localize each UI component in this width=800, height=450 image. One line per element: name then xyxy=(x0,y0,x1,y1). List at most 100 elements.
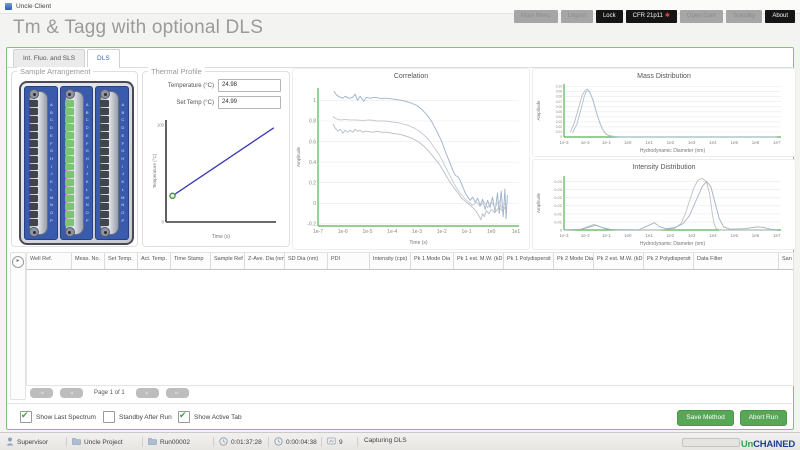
app-icon xyxy=(5,3,12,10)
well xyxy=(100,123,110,131)
well xyxy=(100,203,110,211)
tab-int-fluo-and-sls[interactable]: Int. Fluo. and SLS xyxy=(13,49,86,67)
column-header-set-temp[interactable]: Set Temp. xyxy=(104,253,137,269)
well xyxy=(29,187,38,195)
svg-text:1e-5: 1e-5 xyxy=(362,229,372,235)
well xyxy=(100,211,110,219)
status-item-supervisor: Supervisor xyxy=(6,437,48,448)
column-header-intensity-cps[interactable]: Intensity (cps) xyxy=(369,253,410,269)
column-header-san[interactable]: San xyxy=(778,253,793,269)
svg-text:1e5: 1e5 xyxy=(730,233,738,238)
header-button-cfr-21p11[interactable]: CFR 21p11 ✱ xyxy=(625,10,677,23)
svg-text:1e1: 1e1 xyxy=(645,140,653,145)
next-page-button[interactable]: ▶ xyxy=(135,388,159,398)
checkbox-group-show-last-spectrum: ✔ Show Last Spectrum xyxy=(20,410,96,423)
status-item-run00002: Run00002 xyxy=(148,437,190,447)
last-page-button[interactable]: ▶| xyxy=(165,388,189,398)
checkbox-label: Show Last Spectrum xyxy=(36,413,96,421)
column-header-meas-no[interactable]: Meas. No. xyxy=(71,253,104,269)
well xyxy=(64,219,74,226)
clock-icon xyxy=(274,437,283,448)
save-method-button[interactable]: Save Method xyxy=(677,410,734,426)
intensity-distribution-chart: 0.03 0.03 0.02 0.02 0.01 0.01 01e-3 1e-2 1e-1 1e0… xyxy=(536,176,781,247)
header-button-logout[interactable]: Logout xyxy=(560,10,593,23)
svg-text:1e6: 1e6 xyxy=(752,233,760,238)
svg-text:0: 0 xyxy=(313,201,316,207)
svg-text:0.03: 0.03 xyxy=(554,179,563,184)
svg-text:1e-3: 1e-3 xyxy=(559,233,569,238)
checkbox-standby-after-run[interactable] xyxy=(103,411,115,423)
header-button-about[interactable]: About xyxy=(765,10,795,23)
column-header-time-stamp[interactable]: Time Stamp xyxy=(170,253,210,269)
check-icon: ✔ xyxy=(179,410,187,420)
well xyxy=(64,171,74,179)
column-header-well-ref[interactable]: Well Ref. xyxy=(30,256,53,262)
well-column xyxy=(100,100,110,226)
svg-text:0.03: 0.03 xyxy=(556,120,562,124)
column-header-pk-2-est-m-w-kd[interactable]: Pk 2 est. M.W. (kD xyxy=(593,253,643,269)
well xyxy=(64,100,74,107)
column-header-sample-ref[interactable]: Sample Ref xyxy=(210,253,244,269)
svg-text:0.4: 0.4 xyxy=(309,160,316,166)
status-item-label: 0:00:04:38 xyxy=(286,439,317,446)
header-button-open-door[interactable]: Open Door xyxy=(679,10,724,23)
column-header-pk-2-mode-dia[interactable]: Pk 2 Mode Dia xyxy=(553,253,593,269)
set-temp-input[interactable] xyxy=(218,96,281,109)
column-header-data-filter[interactable]: Data Filter xyxy=(693,253,778,269)
tab-dls[interactable]: DLS xyxy=(87,49,120,68)
first-page-button[interactable]: |◀ xyxy=(30,388,53,398)
checkbox-show-last-spectrum[interactable]: ✔ xyxy=(20,410,32,423)
svg-text:Temperature (°C): Temperature (°C) xyxy=(152,153,157,188)
column-header-z-ave-dia-nm[interactable]: Z-Ave. Dia (nm xyxy=(244,253,284,269)
column-header-sd-dia-nm[interactable]: SD Dia (nm) xyxy=(284,253,327,269)
well xyxy=(64,115,74,123)
correlation-panel: Correlation 1 0.8 0.6 0.4 0.2 0 -0.2 1e-7 1e-6 1e… xyxy=(292,68,530,250)
column-header-pk-2-polydispersit[interactable]: Pk 2 Polydispersit xyxy=(643,253,693,269)
header-button-standby[interactable]: Standby xyxy=(726,10,763,23)
svg-text:1e-2: 1e-2 xyxy=(581,233,591,238)
svg-text:0.8: 0.8 xyxy=(309,119,316,125)
bottom-controls: ✔ Show Last Spectrum Standby After Run ✔ Sho… xyxy=(7,403,792,429)
well xyxy=(64,163,74,171)
checkbox-show-active-tab[interactable]: ✔ xyxy=(178,410,190,423)
header-button-bar: Main Menu Logout Lock CFR 21p11 ✱ Open Door St… xyxy=(513,10,795,23)
column-header-pk-1-est-m-w-kd[interactable]: Pk 1 est. M.W. (kD xyxy=(453,253,503,269)
mass-distribution-chart: 0.100.090.080.070.060.050.040.030.020.01… xyxy=(536,84,781,154)
column-header-pk-1-polydispersit[interactable]: Pk 1 Polydispersit xyxy=(503,253,553,269)
results-table-header: Well Ref. Meas. No. Set Temp. Act. Temp. Tim… xyxy=(27,253,793,270)
svg-text:Time (s): Time (s) xyxy=(212,234,230,240)
svg-text:Amplitude: Amplitude xyxy=(536,193,541,214)
column-header-act-temp[interactable]: Act. Temp. xyxy=(137,253,170,269)
svg-text:Time (s): Time (s) xyxy=(409,240,427,246)
svg-text:0.02: 0.02 xyxy=(554,203,563,208)
abort-run-button[interactable]: Abort Run xyxy=(739,410,787,426)
header-button-main-menu[interactable]: Main Menu xyxy=(513,10,558,23)
expand-row-button[interactable]: ▸ xyxy=(12,256,24,268)
page-indicator: Page 1 of 1 xyxy=(94,390,125,396)
prev-page-button[interactable]: ◀ xyxy=(60,388,83,398)
temperature-input[interactable] xyxy=(218,79,281,92)
column-header-pk-1-mode-dia[interactable]: Pk 1 Mode Dia xyxy=(410,253,453,269)
well xyxy=(29,100,38,107)
column-header-pdi[interactable]: PDI xyxy=(327,253,369,269)
svg-text:0: 0 xyxy=(560,227,563,232)
checkbox-label: Standby After Run xyxy=(119,413,172,421)
svg-text:-0.2: -0.2 xyxy=(307,222,316,228)
svg-text:Hydrodynamic Diameter (nm): Hydrodynamic Diameter (nm) xyxy=(640,148,706,154)
well xyxy=(64,195,74,203)
header-button-lock[interactable]: Lock xyxy=(595,10,623,23)
svg-text:0.01: 0.01 xyxy=(554,219,563,224)
tab-strip: Int. Fluo. and SLS DLS xyxy=(7,49,792,68)
well-column xyxy=(29,100,38,226)
well xyxy=(29,163,38,171)
svg-text:1: 1 xyxy=(313,98,316,104)
well xyxy=(29,107,38,115)
screw-hole-bottom xyxy=(64,227,75,237)
well xyxy=(100,147,110,155)
svg-text:1e1: 1e1 xyxy=(512,229,521,235)
well xyxy=(29,203,38,211)
